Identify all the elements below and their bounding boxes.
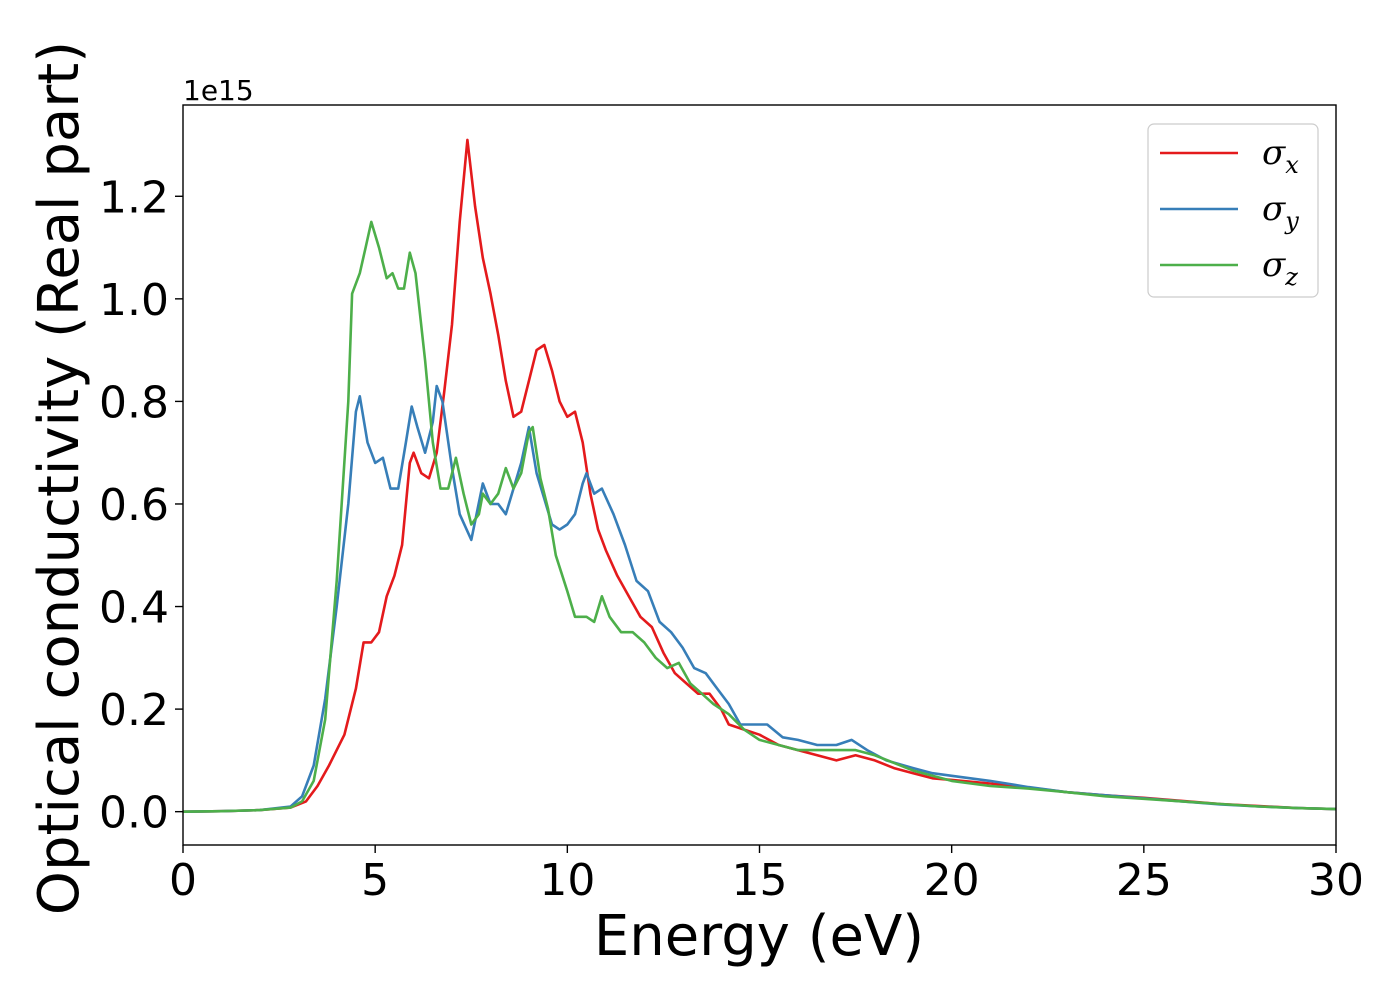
x-tick-label: 20	[924, 855, 980, 906]
y-tick-label: 1.2	[99, 172, 169, 223]
x-tick-label: 5	[361, 855, 389, 906]
x-tick-label: 15	[732, 855, 788, 906]
legend-label-z: σz	[1262, 245, 1298, 291]
x-tick-label: 0	[169, 855, 197, 906]
x-tick-label: 10	[539, 855, 595, 906]
y-offset-label: 1e15	[183, 74, 254, 107]
legend-label-x: σx	[1262, 133, 1299, 179]
y-tick-label: 0.2	[99, 685, 169, 736]
x-axis: 0 5 10 15 20 25 30	[169, 845, 1364, 906]
x-tick-label: 25	[1116, 855, 1172, 906]
y-axis-title: Optical conductivity (Real part)	[27, 41, 92, 915]
series-line-z	[182, 220, 1337, 813]
legend: σx σy σz	[1147, 123, 1319, 298]
series-line-x	[182, 138, 1337, 813]
x-tick-label: 30	[1308, 855, 1364, 906]
legend-box	[1147, 123, 1319, 298]
x-axis-title: Energy (eV)	[594, 904, 924, 969]
y-tick-label: 0.4	[99, 583, 169, 634]
y-tick-label: 1.0	[99, 275, 169, 326]
series-lines	[182, 138, 1337, 813]
y-tick-label: 0.8	[99, 377, 169, 428]
legend-label-y: σy	[1262, 189, 1299, 235]
y-tick-label: 0.6	[99, 480, 169, 531]
y-tick-label: 0.0	[99, 788, 169, 839]
y-axis: 0.0 0.2 0.4 0.6 0.8 1.0 1.2	[99, 172, 183, 839]
